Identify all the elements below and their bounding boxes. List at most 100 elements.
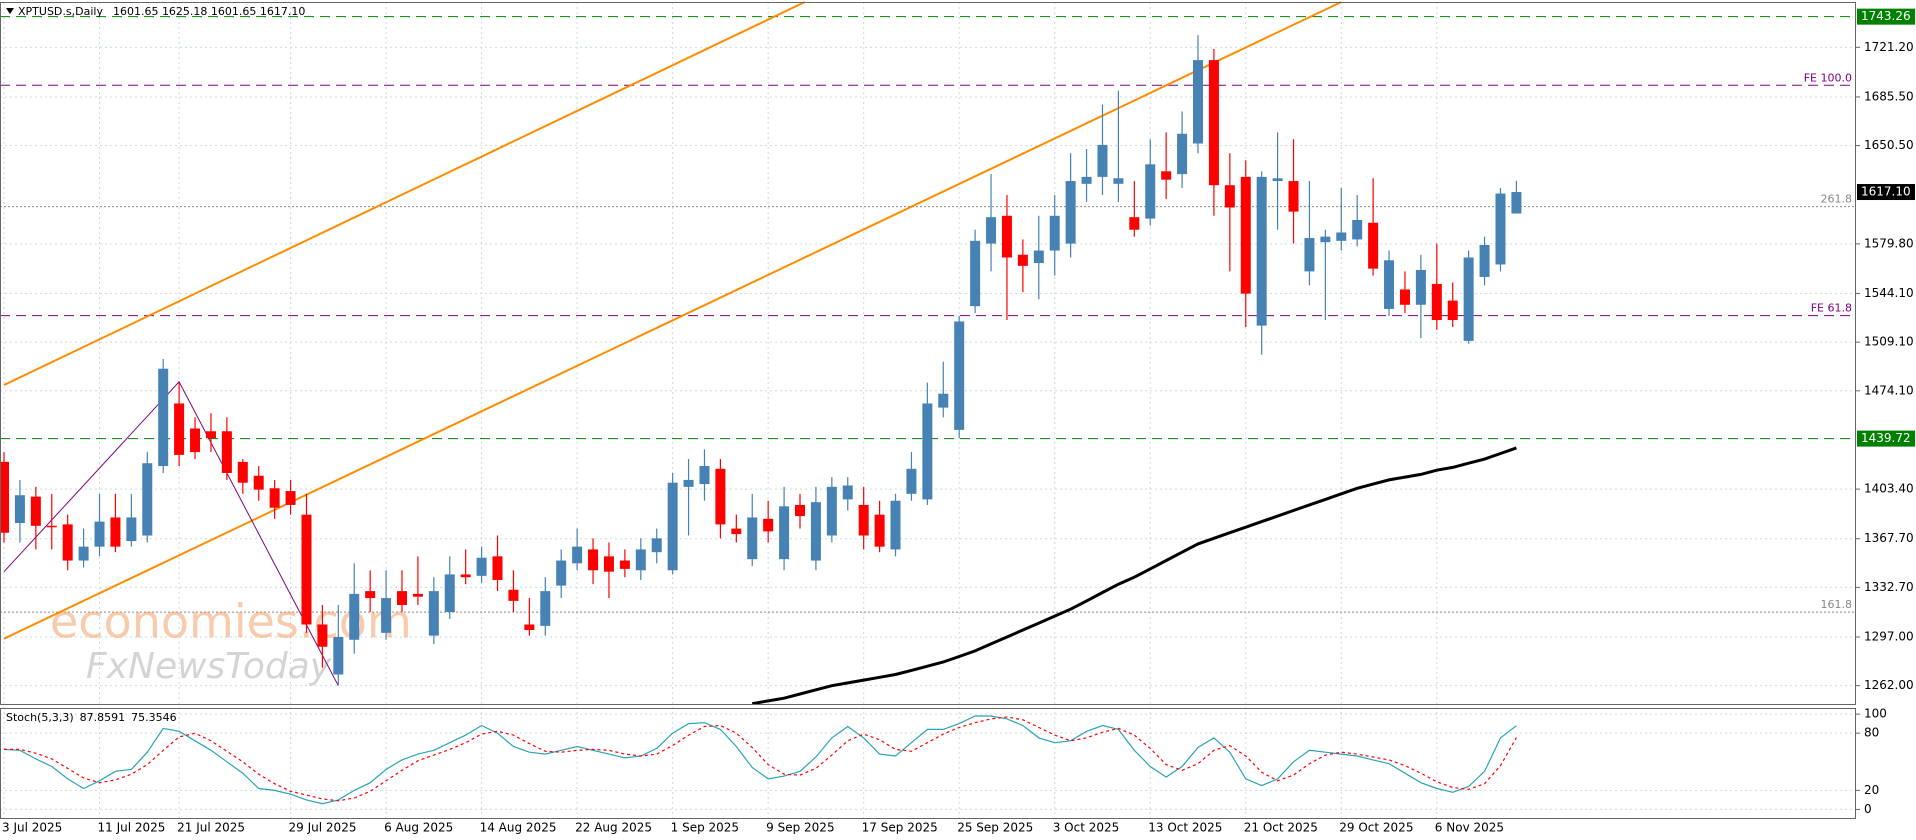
x-tick-label: 14 Aug 2025 (480, 821, 557, 835)
candle-body (30, 496, 41, 526)
candle-body (158, 368, 169, 467)
candle-body (1129, 217, 1140, 230)
chart-header: XPTUSD.s,Daily 1601.65 1625.18 1601.65 16… (18, 5, 305, 18)
candle-body (1161, 171, 1172, 180)
price-tag-label: 1439.72 (1861, 431, 1911, 445)
candle-body (1415, 270, 1426, 305)
candle-body (1288, 181, 1299, 212)
x-tick-label: 11 Jul 2025 (98, 821, 166, 835)
x-tick-label: 9 Sep 2025 (766, 821, 834, 835)
candle-body (94, 521, 105, 547)
y-tick-label: 1332.70 (1864, 580, 1914, 594)
candle-body (763, 518, 774, 532)
candle-body (890, 500, 901, 550)
y-tick-label: 1262.00 (1864, 678, 1914, 692)
candle-body (1081, 176, 1092, 184)
candle-body (1399, 289, 1410, 305)
candle-body (667, 482, 678, 571)
candle-body (1113, 178, 1124, 184)
candle-body (540, 591, 551, 626)
candle-body (1240, 176, 1251, 294)
candle-body (317, 624, 328, 647)
x-tick-label: 1 Sep 2025 (671, 821, 739, 835)
candle-body (603, 556, 614, 572)
candle-body (699, 466, 710, 485)
candle-body (412, 593, 423, 597)
candle-body (524, 624, 535, 631)
candle-body (508, 589, 519, 601)
candle-body (0, 461, 9, 533)
price-tag (1857, 8, 1915, 25)
candle-body (1193, 60, 1203, 144)
candle-body (460, 574, 471, 578)
x-tick-label: 29 Jul 2025 (289, 821, 357, 835)
candle-body (428, 591, 439, 636)
candle-body (556, 560, 567, 586)
candle-body (397, 591, 407, 606)
candle-body (986, 217, 997, 244)
x-tick-label: 13 Oct 2025 (1148, 821, 1222, 835)
candle-body (1304, 238, 1315, 272)
candle-body (301, 514, 312, 625)
candle-body (747, 517, 758, 560)
x-tick-label: 21 Jul 2025 (177, 821, 245, 835)
candle-body (46, 525, 57, 528)
candle-body (635, 549, 646, 571)
symbol: XPTUSD.s,Daily (18, 5, 103, 18)
candle-body (1177, 133, 1188, 175)
candle-body (731, 528, 742, 535)
price-tag (1857, 430, 1915, 447)
candle-body (954, 321, 965, 430)
candle-body (858, 504, 869, 536)
candle-body (365, 591, 376, 599)
candle-body (190, 428, 201, 453)
candle-body (205, 431, 216, 439)
candle-body (62, 524, 73, 561)
candle-body (285, 491, 296, 505)
candle-body (492, 556, 503, 581)
candle-body (619, 560, 630, 569)
x-tick-label: 22 Aug 2025 (575, 821, 652, 835)
y-tick-label: 80 (1864, 726, 1879, 740)
candle-body (1033, 250, 1044, 264)
stoch-header: Stoch(5,3,3) 87.8591 75.3546 (6, 711, 177, 724)
y-tick-label: 1579.80 (1864, 236, 1914, 250)
level-text: 161.8 (1821, 598, 1853, 611)
candle-body (444, 574, 455, 612)
candle-body (874, 514, 885, 547)
candle-body (938, 393, 949, 408)
trendline (3, 380, 339, 686)
candle-body (1224, 185, 1235, 208)
candle-body (14, 495, 25, 524)
candle-body (381, 598, 392, 633)
y-tick-label: 1403.40 (1864, 482, 1914, 496)
candle-body (1017, 254, 1028, 266)
candle-body (1431, 283, 1442, 321)
candle-body (1495, 193, 1506, 265)
stoch-panel-frame (0, 708, 1856, 819)
candle-body (253, 475, 264, 490)
y-tick-label: 1297.00 (1864, 629, 1914, 643)
candle-body (970, 240, 981, 307)
stoch-line (4, 716, 1517, 802)
candle-body (1352, 219, 1363, 240)
candle-body (1097, 144, 1108, 177)
stoch-d-value: 75.3546 (131, 711, 177, 724)
candle-body (221, 431, 232, 473)
x-tick-label: 29 Oct 2025 (1339, 821, 1413, 835)
y-tick-label: 1367.70 (1864, 531, 1914, 545)
candle-body (78, 546, 89, 561)
candle-body (1065, 181, 1076, 244)
candle-body (1320, 236, 1331, 243)
candle-body (1272, 178, 1283, 182)
stoch-k-value: 87.8591 (80, 711, 126, 724)
y-tick-label: 20 (1864, 783, 1879, 797)
candle-body (922, 403, 933, 500)
candle-body (810, 502, 821, 561)
price-tag (1857, 184, 1915, 201)
candle-body (779, 506, 790, 560)
menu-icon[interactable] (6, 8, 14, 14)
candle-body (269, 488, 280, 508)
candle-body (333, 636, 344, 675)
